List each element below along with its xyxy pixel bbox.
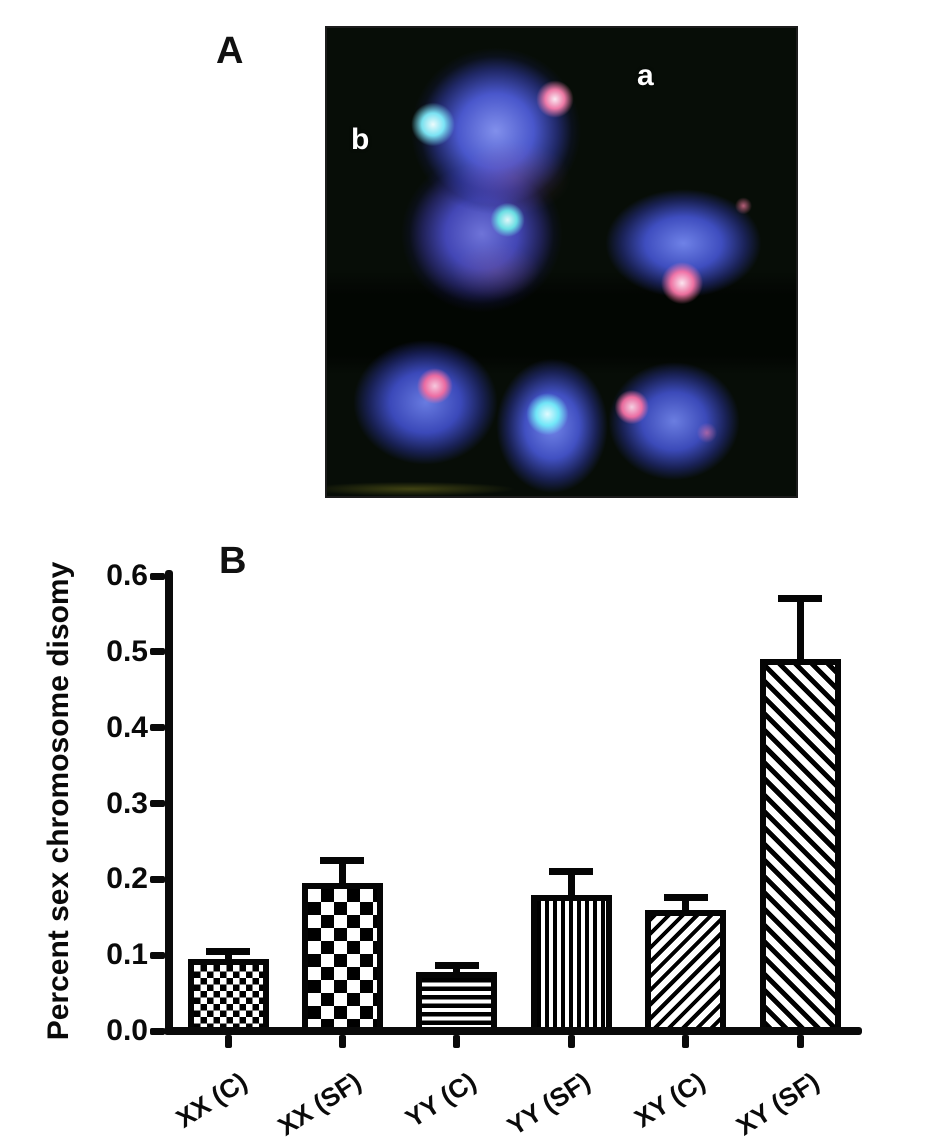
- error-bar-cap-xy-sf: [778, 595, 822, 603]
- panel-a-label: A: [216, 30, 244, 72]
- y-axis-tick: [150, 648, 165, 656]
- panel-b-label: B: [219, 540, 247, 582]
- bar-xx-c: [187, 958, 269, 1034]
- bar-xx-sf: [301, 883, 383, 1034]
- y-axis-tick: [150, 951, 165, 959]
- y-axis-tick-label: 0.3: [106, 786, 148, 820]
- y-axis-tick: [150, 1027, 165, 1035]
- y-axis-tick-label: 0.6: [106, 559, 148, 592]
- y-axis-tick: [150, 724, 165, 732]
- fish-micrograph-image: a b: [325, 26, 798, 498]
- error-bar-stem-xx-sf: [338, 860, 346, 888]
- x-axis-tick-xx-sf: [338, 1035, 346, 1048]
- y-axis-line: [165, 570, 173, 1035]
- error-bar-cap-yy-sf: [549, 868, 594, 876]
- bar-xy-c: [645, 909, 727, 1034]
- error-bar-cap-xx-sf: [320, 856, 365, 864]
- error-bar-stem-xy-c: [682, 897, 690, 914]
- error-bar-stem-xx-c: [224, 951, 232, 963]
- bar-yy-sf: [530, 894, 612, 1034]
- error-bar-cap-xy-c: [663, 894, 708, 902]
- bar-xy-sf: [759, 659, 841, 1034]
- x-axis-tick-yy-c: [453, 1035, 461, 1048]
- micrograph-marker-b: b: [351, 123, 370, 156]
- y-axis-tick-label: 0.1: [106, 938, 148, 972]
- y-axis-tick: [150, 572, 165, 580]
- x-category-label-xx-c: XX (C): [170, 1066, 253, 1134]
- error-bar-stem-yy-sf: [567, 871, 575, 899]
- error-bar-cap-xx-c: [206, 947, 250, 955]
- x-axis-tick-xy-sf: [796, 1035, 804, 1048]
- error-bar-cap-yy-c: [434, 961, 479, 969]
- micrograph-marker-a: a: [637, 59, 654, 92]
- x-axis-tick-xy-c: [682, 1035, 690, 1048]
- y-axis-tick: [150, 875, 165, 883]
- error-bar-stem-yy-c: [453, 965, 461, 976]
- y-axis-tick-label: 0.2: [106, 862, 148, 896]
- y-axis-tick-label: 0.0: [106, 1014, 148, 1047]
- x-axis-tick-xx-c: [224, 1035, 232, 1048]
- y-axis-tick: [150, 800, 165, 807]
- bar-yy-c: [416, 971, 498, 1034]
- x-axis-line: [164, 1027, 862, 1035]
- error-bar-stem-xy-sf: [796, 598, 804, 664]
- y-axis-tick-label: 0.4: [106, 710, 148, 744]
- y-axis-tick-label: 0.5: [106, 634, 148, 668]
- x-axis-tick-yy-sf: [567, 1035, 575, 1048]
